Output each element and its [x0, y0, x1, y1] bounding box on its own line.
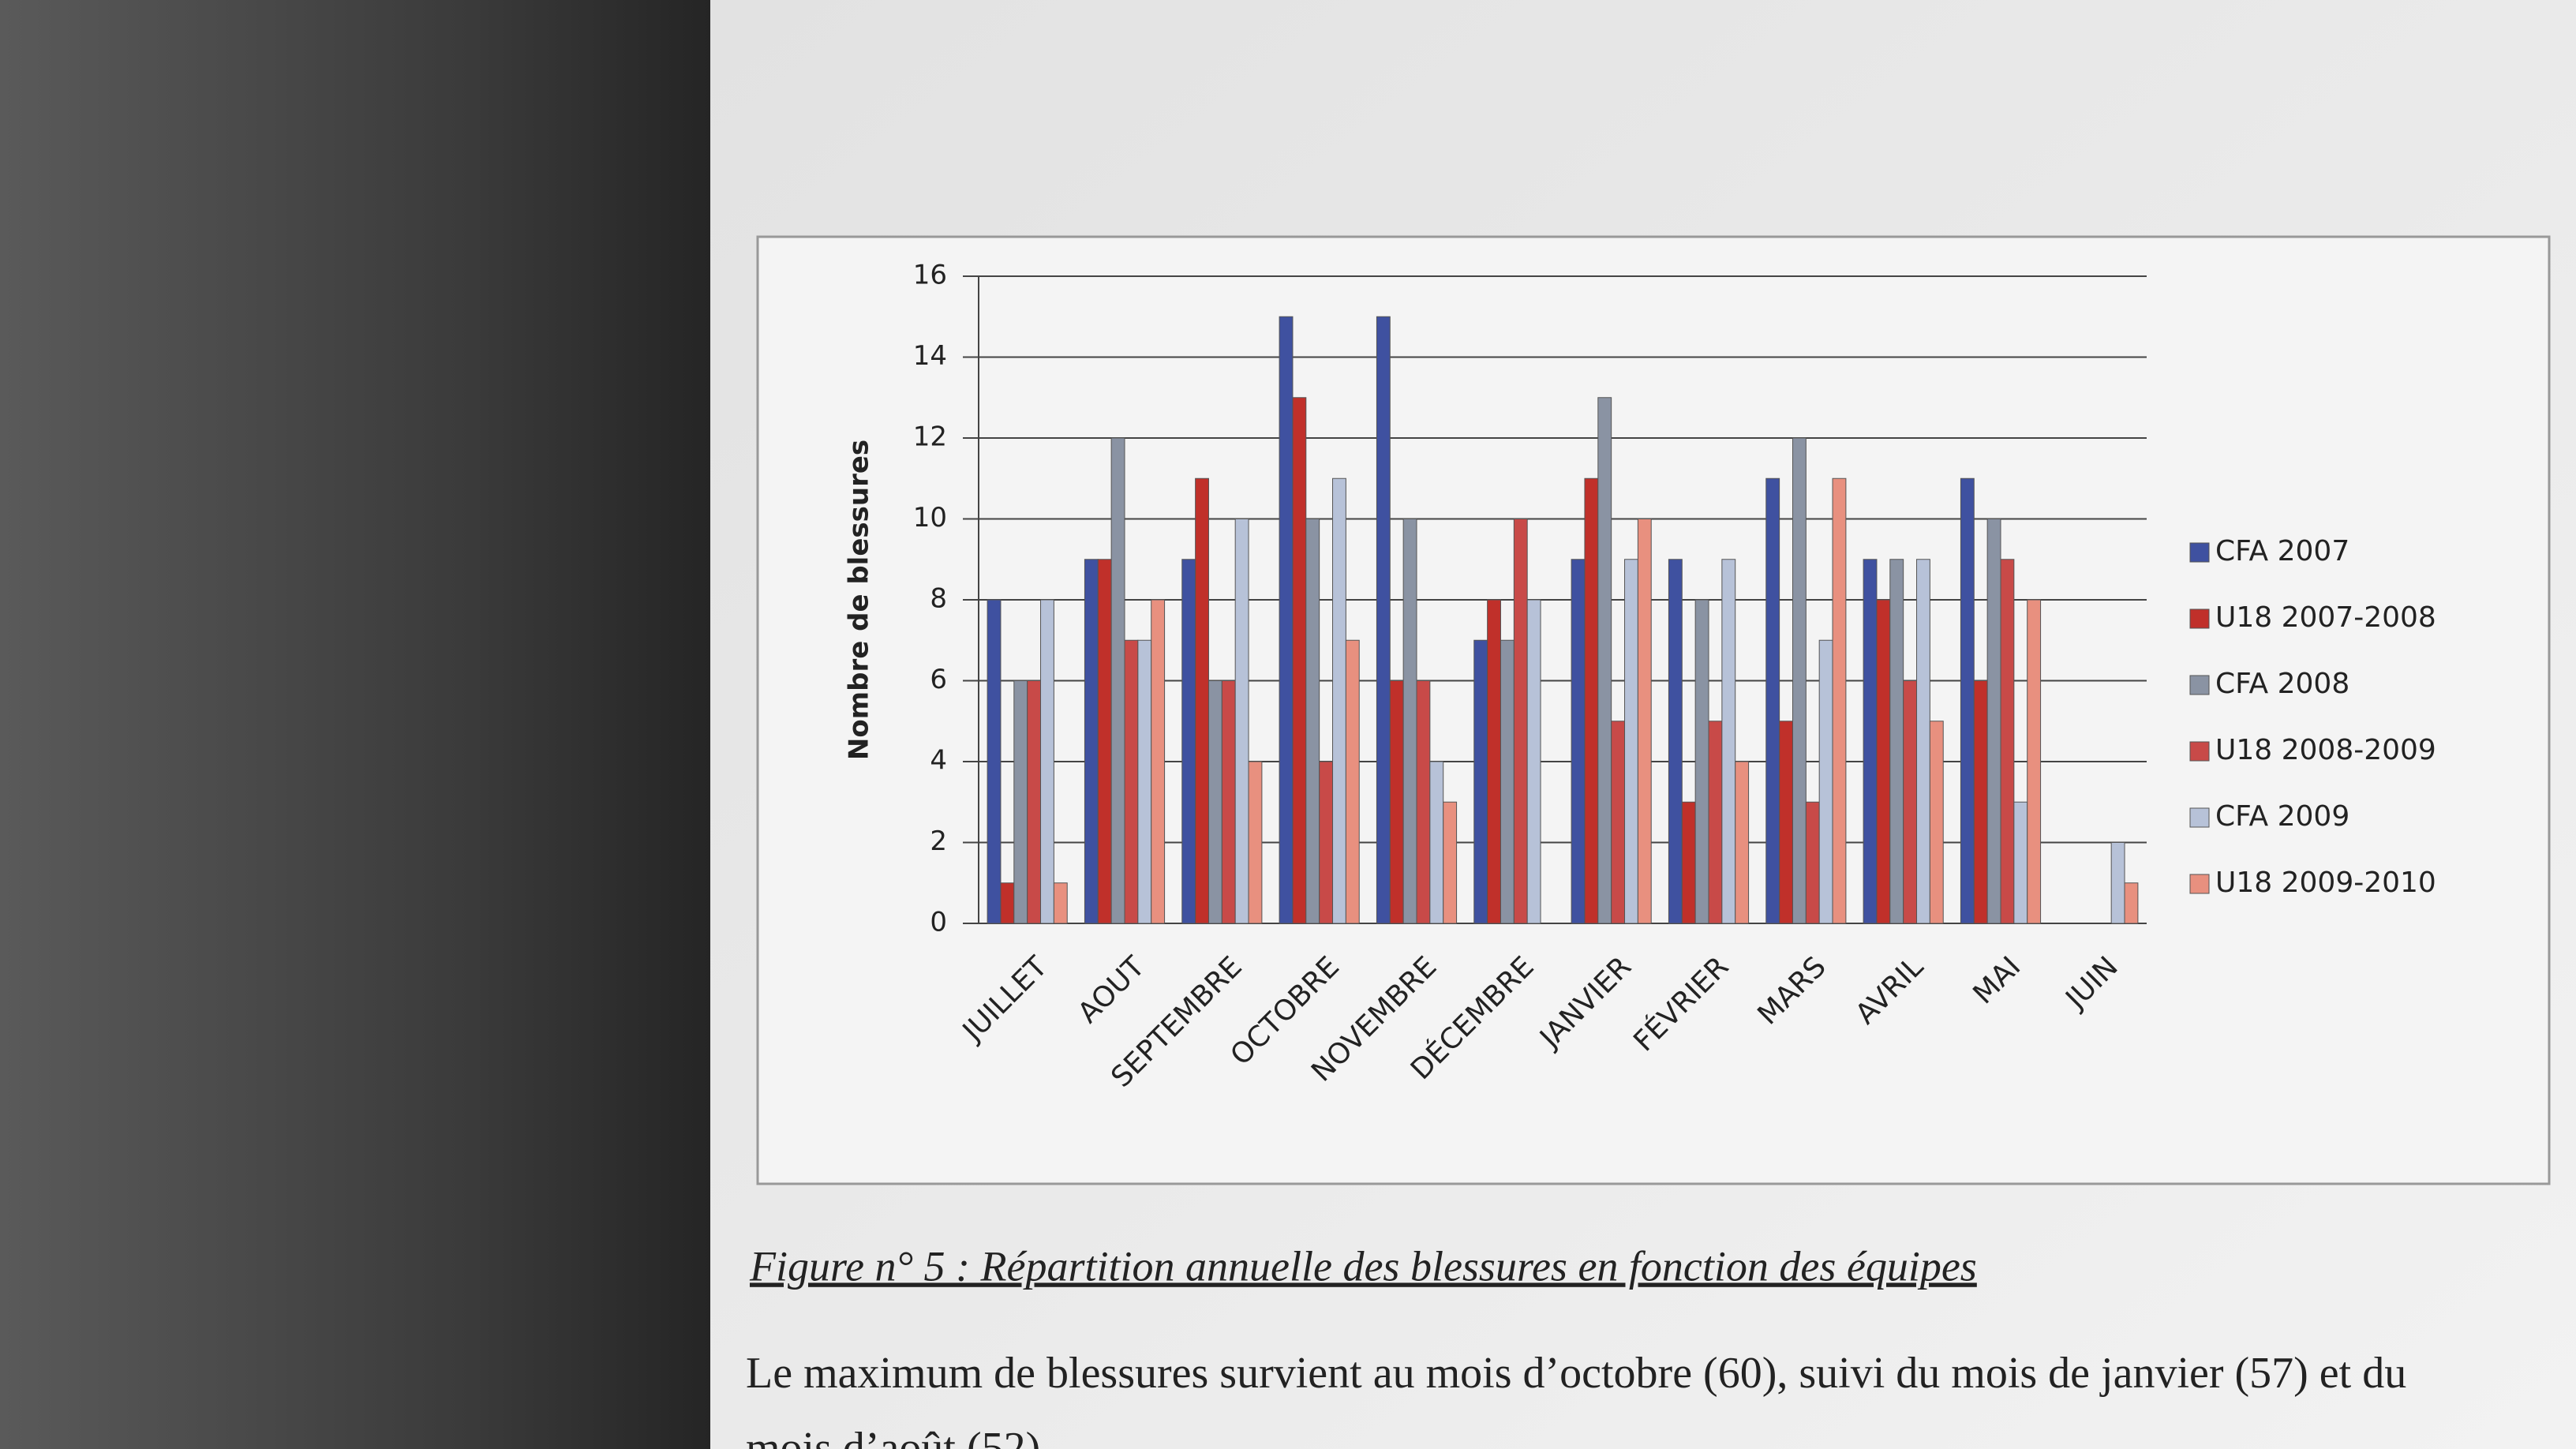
legend-swatch [2189, 542, 2210, 563]
legend-label: U18 2008-2009 [2215, 734, 2436, 766]
y-axis-label: Nombre de blessures [844, 440, 875, 760]
bar [1681, 801, 1696, 924]
bar [1526, 599, 1541, 924]
y-tick-label: 4 [930, 745, 947, 777]
bar [2124, 882, 2139, 924]
bar [1611, 721, 1626, 924]
bar [1735, 761, 1750, 924]
bar [1084, 559, 1099, 924]
bar [1708, 721, 1723, 924]
y-tick-label: 10 [913, 502, 947, 534]
bar [1221, 680, 1236, 924]
bar [1876, 599, 1891, 924]
bar [1416, 680, 1431, 924]
bar [1402, 519, 1417, 924]
bar [1960, 477, 1975, 924]
bar [1110, 437, 1125, 924]
body-text: Le maximum de blessures survient au mois… [746, 1349, 2406, 1398]
bar [1053, 882, 1068, 924]
bar [2027, 599, 2042, 924]
bar [1805, 801, 1820, 924]
legend-label: CFA 2009 [2215, 800, 2349, 833]
legend-swatch [2189, 874, 2210, 894]
bar [1694, 599, 1709, 924]
bar [2000, 559, 2015, 924]
bar [1208, 680, 1222, 924]
bar [1721, 559, 1736, 924]
bar [1124, 639, 1139, 924]
bar [1137, 639, 1152, 924]
bar [1376, 316, 1391, 924]
body-text: mois d’août (52). [746, 1424, 1051, 1449]
bar [2110, 842, 2125, 924]
bar [1473, 639, 1488, 924]
bar [1903, 680, 1918, 924]
bar [1832, 477, 1847, 924]
legend-label: U18 2007-2008 [2215, 601, 2436, 634]
bar [1027, 680, 1042, 924]
legend-swatch [2189, 807, 2210, 828]
y-tick-label: 16 [913, 260, 947, 291]
bar [1792, 437, 1807, 924]
bar [1443, 801, 1458, 924]
bar [1889, 559, 1904, 924]
legend-label: U18 2009-2010 [2215, 867, 2436, 899]
bar [1292, 397, 1307, 924]
bar [1779, 721, 1793, 924]
legend-swatch [2189, 608, 2210, 629]
bar [1429, 761, 1444, 924]
bar [1500, 639, 1515, 924]
bar [1345, 639, 1360, 924]
bar [1248, 761, 1263, 924]
bar [1818, 639, 1833, 924]
bar [1013, 680, 1028, 924]
y-tick-label: 6 [930, 664, 947, 695]
bar [1668, 559, 1683, 924]
left-page [0, 0, 789, 1449]
y-tick-label: 12 [913, 421, 947, 453]
bar [1319, 761, 1334, 924]
bar [1151, 599, 1166, 924]
bar [1571, 559, 1586, 924]
y-tick-label: 2 [930, 826, 947, 857]
bar [1487, 599, 1501, 924]
bar [1765, 477, 1780, 924]
bar [987, 599, 1002, 924]
bar [1000, 882, 1015, 924]
bar [1637, 519, 1652, 924]
legend-label: CFA 2007 [2215, 535, 2349, 567]
bar [1929, 721, 1944, 924]
chart-frame [756, 235, 2551, 1185]
legend-swatch [2189, 741, 2210, 762]
bar [1863, 559, 1878, 924]
caption: Figure n° 5 : Répartition annuelle des b… [749, 1242, 1977, 1290]
bar [1097, 559, 1112, 924]
bar [1181, 559, 1196, 924]
bar [2013, 801, 2028, 924]
bar [1389, 680, 1404, 924]
bar [1916, 559, 1930, 924]
bar [1973, 680, 1988, 924]
legend-swatch [2189, 675, 2210, 695]
bar [1624, 559, 1638, 924]
y-tick-label: 8 [930, 583, 947, 615]
bar [1234, 519, 1249, 924]
y-tick-label: 14 [913, 340, 947, 372]
bar [1584, 477, 1599, 924]
bar [1195, 477, 1209, 924]
bar [1279, 316, 1294, 924]
bar [1986, 519, 2001, 924]
legend-label: CFA 2008 [2215, 668, 2349, 700]
bar [1332, 477, 1346, 924]
y-tick-label: 0 [930, 907, 947, 938]
bar [1597, 397, 1612, 924]
bar [1040, 599, 1054, 924]
bar [1305, 519, 1320, 924]
bar [1513, 519, 1528, 924]
